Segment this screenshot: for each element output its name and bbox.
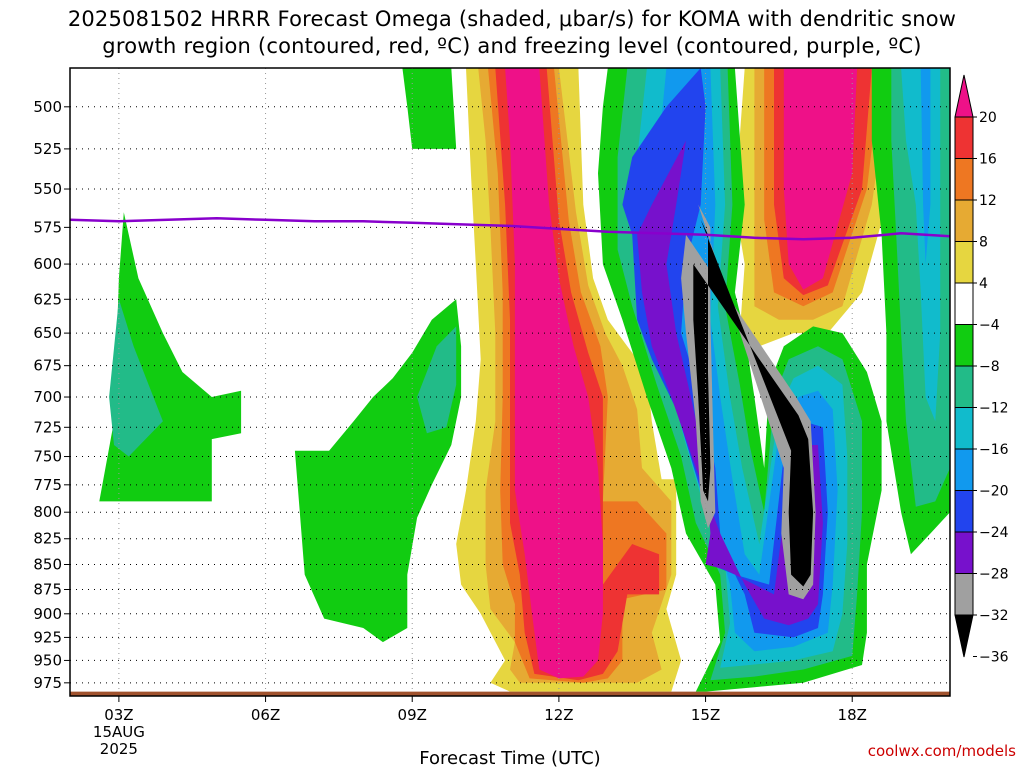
- colorbar-label: −32: [979, 608, 1009, 624]
- y-tick-label-700: 700: [33, 388, 62, 406]
- y-tick-label-925: 925: [33, 628, 62, 646]
- omega-area-9: [505, 68, 603, 679]
- omega-area-4: [402, 68, 457, 149]
- y-tick-label-900: 900: [33, 605, 62, 623]
- colorbar-label: −12: [979, 401, 1009, 417]
- y-tick-label-825: 825: [33, 530, 62, 548]
- colorbar-label: 4: [979, 276, 988, 292]
- ground-surface: [70, 691, 950, 696]
- colorbar-box-9: [954, 448, 974, 491]
- colorbar-box-6: [954, 324, 974, 367]
- contour-overlays: [70, 217, 950, 696]
- omega-colorbar: 20 16 12 8 4 −4 −8 −12 −16 −20 −24 −28 −32 −36: [954, 74, 1009, 666]
- y-tick-label-800: 800: [33, 503, 62, 521]
- x-tick-label-18Z: 18Z: [838, 706, 867, 724]
- colorbar-label: 16: [979, 152, 997, 168]
- y-tick-label-625: 625: [33, 290, 62, 308]
- x-tick-year: 2025: [100, 740, 138, 758]
- y-tick-label-500: 500: [33, 98, 62, 116]
- omega-shaded-areas: [70, 68, 950, 696]
- x-tick-label-12Z: 12Z: [544, 706, 573, 724]
- colorbar-box-3: [954, 199, 974, 242]
- omega-area-14: [783, 68, 858, 290]
- omega-area-21: [681, 204, 816, 600]
- y-tick-label-650: 650: [33, 324, 62, 342]
- x-axis-label: Forecast Time (UTC): [419, 748, 600, 768]
- omega-area-2: [294, 299, 462, 643]
- colorbar-box-5: [954, 282, 974, 325]
- chart-title-line-2: growth region (contoured, red, ºC) and f…: [102, 34, 922, 58]
- omega-area-1: [109, 299, 163, 457]
- y-tick-label-600: 600: [33, 255, 62, 273]
- y-tick-label-525: 525: [33, 140, 62, 158]
- y-tick-label-950: 950: [33, 651, 62, 669]
- colorbar-box-1: [954, 116, 974, 159]
- omega-area-22: [693, 219, 814, 587]
- colorbar-label: −36: [979, 650, 1009, 666]
- colorbar-box-4: [954, 241, 974, 284]
- colorbar-label: −24: [979, 525, 1009, 541]
- colorbar-label: −28: [979, 567, 1009, 583]
- y-tick-label-850: 850: [33, 555, 62, 573]
- colorbar-label: 20: [979, 110, 997, 126]
- y-tick-label-975: 975: [33, 674, 62, 692]
- colorbar-box-8: [954, 407, 974, 450]
- y-tick-label-550: 550: [33, 180, 62, 198]
- x-tick-date: 15AUG: [93, 723, 145, 741]
- y-tick-label-750: 750: [33, 448, 62, 466]
- y-tick-label-875: 875: [33, 580, 62, 598]
- chart-title: 2025081502 HRRR Forecast Omega (shaded, …: [0, 6, 1024, 60]
- colorbar-label: −20: [979, 484, 1009, 500]
- colorbar-arrow-top: [954, 74, 974, 118]
- y-tick-label-575: 575: [33, 218, 62, 236]
- omega-area-25: [901, 68, 941, 422]
- x-tick-label-06Z: 06Z: [251, 706, 280, 724]
- colorbar-label: −16: [979, 442, 1009, 458]
- colorbar-box-2: [954, 158, 974, 201]
- y-tick-label-775: 775: [33, 476, 62, 494]
- colorbar-label: 8: [979, 235, 988, 251]
- watermark: coolwx.com/models: [867, 742, 1016, 760]
- y-tick-label-675: 675: [33, 357, 62, 375]
- x-tick-label-09Z: 09Z: [398, 706, 427, 724]
- omega-area-3: [417, 326, 457, 434]
- colorbar-box-11: [954, 531, 974, 574]
- y-tick-label-725: 725: [33, 418, 62, 436]
- colorbar-arrow-bottom: [954, 614, 974, 658]
- plot-frame: [69, 67, 951, 697]
- colorbar-label: −4: [979, 318, 1000, 334]
- x-tick-label-15Z: 15Z: [691, 706, 720, 724]
- pressure-axis: 500 525 550 575 600 625 650 675 700 725 750 775 800 8…: [33, 98, 70, 692]
- omega-area-26: [920, 68, 931, 265]
- colorbar-box-12: [954, 573, 974, 616]
- colorbar-box-10: [954, 490, 974, 533]
- colorbar-box-7: [954, 365, 974, 408]
- x-tick-label-03Z: 03Z: [104, 706, 133, 724]
- chart-title-line-1: 2025081502 HRRR Forecast Omega (shaded, …: [67, 7, 957, 31]
- colorbar-label: 12: [979, 193, 997, 209]
- freezing-level-line: [70, 217, 950, 241]
- colorbar-label: −8: [979, 359, 1000, 375]
